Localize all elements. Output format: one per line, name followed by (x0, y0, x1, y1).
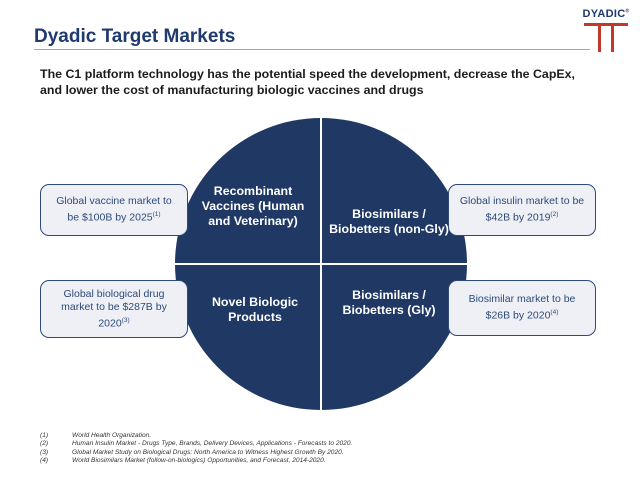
insulin-market-text: Global insulin market to be $42B by 2019 (459, 195, 585, 224)
title-underline (34, 49, 590, 50)
dyadic-logo: DYADIC® (578, 8, 634, 54)
footnote-item: (1) World Health Organization. (40, 432, 152, 439)
biological-drug-market-text: Global biological drug market to be $287… (61, 287, 167, 330)
biosimilar-market-ref: (4) (550, 309, 559, 317)
subtitle: The C1 platform technology has the poten… (40, 67, 575, 97)
page-title: Dyadic Target Markets (34, 26, 236, 47)
biosimilar-market-text: Biosimilar market to be $26B by 2020 (468, 293, 576, 322)
horizontal-divider (175, 263, 467, 265)
footnotes: (1) World Health Organization. (2) Human I… (40, 432, 600, 466)
biosimilar-market-box: Biosimilar market to be $26B by 2020(4) (448, 280, 596, 336)
footnote-item: (4) World Biosimilars Market (follow-on-b… (40, 457, 326, 465)
insulin-market-ref: (2) (550, 211, 559, 219)
vaccine-market-box: Global vaccine market to be $100B by 202… (40, 184, 188, 236)
vaccine-market-text: Global vaccine market to be $100B by 202… (56, 195, 172, 224)
footnote-item: (3) Global Market Study on Biological Dru… (40, 448, 344, 456)
biological-drug-market-ref: (3) (121, 316, 130, 324)
quadrant-recombinant-vaccines: Recombinant Vaccines (Human and Veterina… (201, 184, 305, 228)
logo-wordmark: DYADIC® (582, 8, 630, 20)
biological-drug-market-box: Global biological drug market to be $287… (40, 280, 188, 338)
quadrant-biosimilars-gly: Biosimilars / Biobetters (Gly) (342, 288, 436, 317)
quadrant-biosimilars-non-gly: Biosimilars / Biobetters (non-Gly) (329, 207, 449, 236)
quadrant-novel-biologic: Novel Biologic Products (211, 295, 299, 324)
market-circle: Recombinant Vaccines (Human and Veterina… (175, 118, 467, 410)
insulin-market-box: Global insulin market to be $42B by 2019… (448, 184, 596, 236)
footnote-item: (2) Human Insulin Market - Drugs Type, Br… (40, 440, 353, 448)
vaccine-market-ref: (1) (152, 211, 161, 219)
logo-mark-icon (584, 23, 628, 52)
